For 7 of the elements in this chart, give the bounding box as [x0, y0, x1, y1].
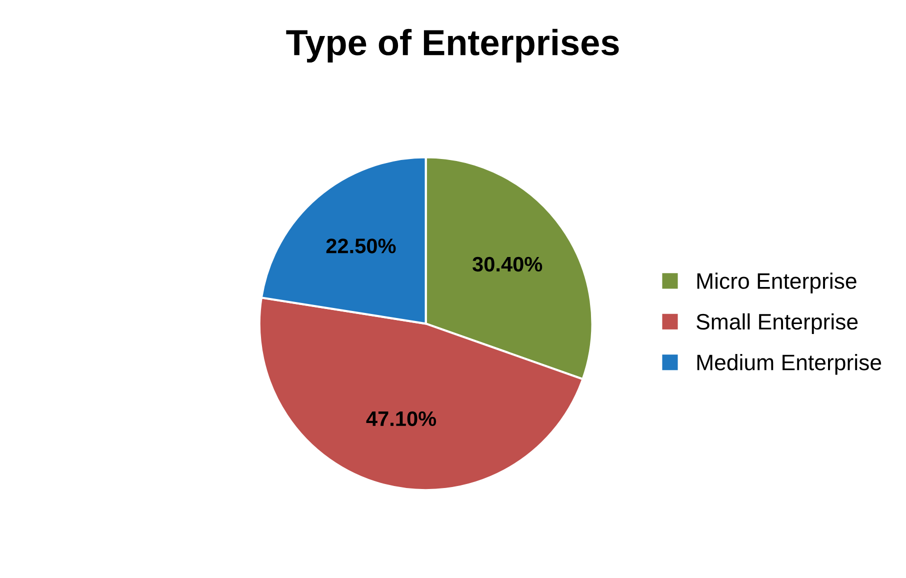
- legend-label: Micro Enterprise: [697, 272, 856, 294]
- data-label: 22.50%: [326, 238, 396, 254]
- legend-label: Medium Enterprise: [697, 354, 882, 375]
- data-label: 47.10%: [366, 411, 436, 426]
- data-label: 30.40%: [472, 256, 542, 272]
- chart-title: Type of Enterprises: [286, 28, 619, 63]
- legend-label: Small Enterprise: [696, 313, 858, 334]
